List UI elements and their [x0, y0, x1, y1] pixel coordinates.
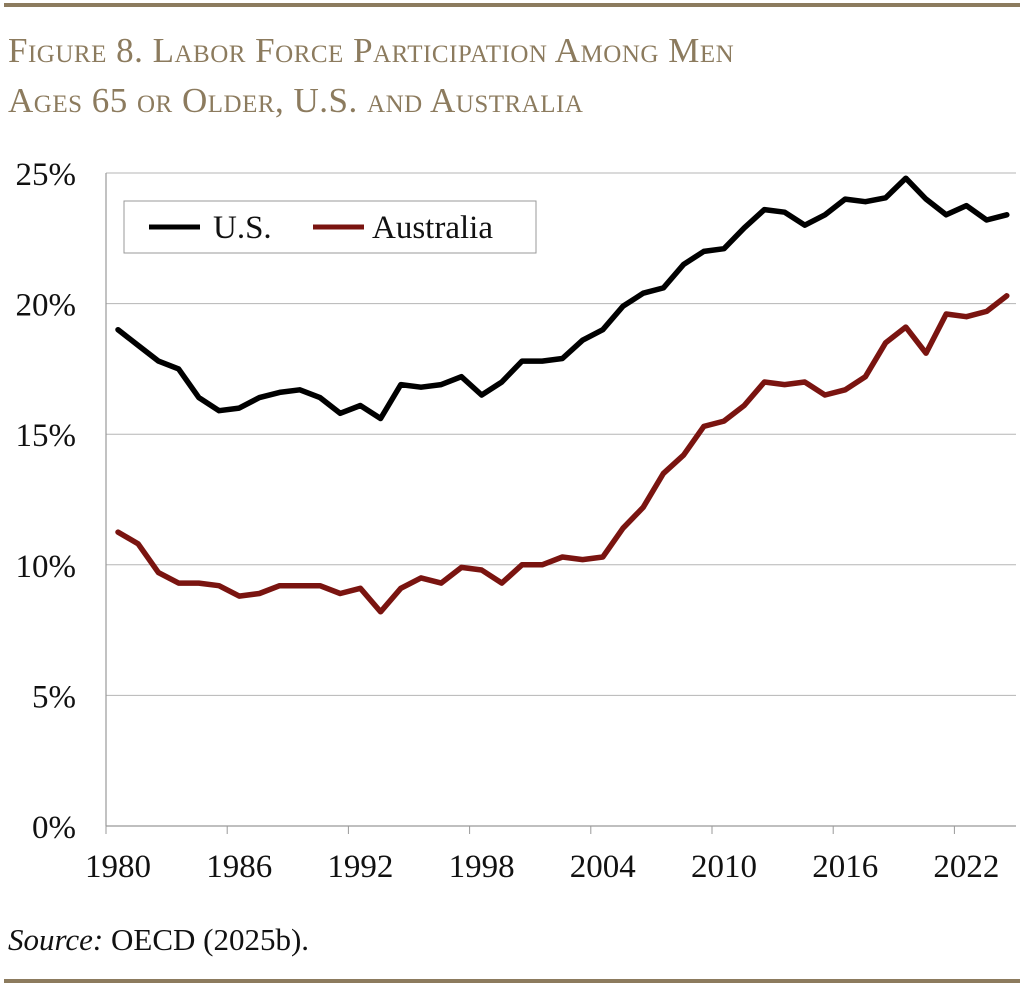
- x-tick-label: 2022: [933, 849, 999, 885]
- source-note: Source: OECD (2025b).: [8, 922, 309, 958]
- y-tick-label: 0%: [32, 810, 76, 846]
- x-tick-label: 1998: [449, 849, 515, 885]
- series-lines: [115, 175, 1010, 615]
- title-line-1: Figure 8. Labor Force Participation Amon…: [8, 31, 735, 70]
- y-tick-label: 15%: [16, 418, 77, 454]
- x-tick-label: 2016: [812, 849, 878, 885]
- axes: 0% 5% 10% 15% 20% 25% 1980 1986 1992 1998 2004 2010…: [16, 157, 1016, 885]
- x-tick-label: 2004: [570, 849, 636, 885]
- y-tick-label: 25%: [16, 157, 77, 193]
- chart-title: Figure 8. Labor Force Participation Amon…: [8, 26, 1018, 126]
- x-tick-label: 1986: [206, 849, 272, 885]
- source-text: OECD (2025b).: [103, 922, 310, 957]
- source-label: Source:: [8, 922, 104, 957]
- title-line-2: Ages 65 or Older, U.S. and Australia: [8, 81, 584, 120]
- gridlines: [106, 172, 1016, 696]
- legend-label-australia: Australia: [372, 210, 493, 246]
- x-tick-label: 1980: [85, 849, 151, 885]
- bottom-rule: [4, 979, 1020, 983]
- x-tick-label: 1992: [327, 849, 393, 885]
- top-rule: [4, 3, 1020, 7]
- y-tick-label: 5%: [32, 679, 76, 715]
- legend-label-us: U.S.: [213, 210, 272, 246]
- x-tick-label: 2010: [691, 849, 757, 885]
- y-tick-label: 10%: [16, 549, 77, 585]
- legend: U.S. Australia: [123, 200, 537, 254]
- y-tick-label: 20%: [16, 288, 77, 324]
